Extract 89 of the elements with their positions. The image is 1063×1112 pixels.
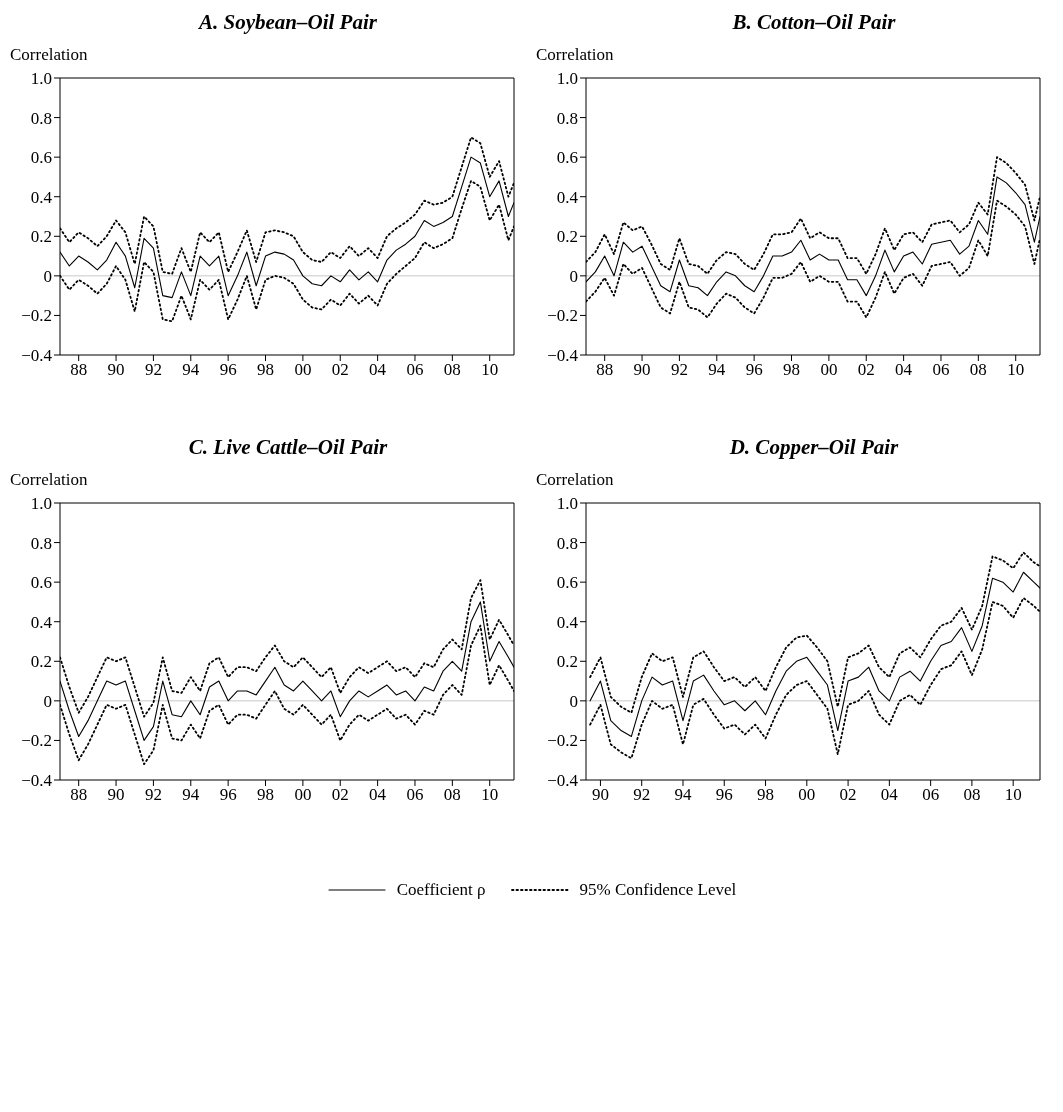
x-tick-label: 98: [783, 360, 801, 380]
y-tick-label: 0: [569, 266, 578, 286]
x-tick-label: 96: [745, 360, 763, 380]
x-tick-label: 02: [331, 360, 349, 380]
x-tick-label: 06: [406, 360, 424, 380]
y-axis-title: Correlation: [10, 45, 89, 65]
y-tick-label: 0.6: [30, 573, 52, 593]
x-tick-label: 10: [481, 360, 499, 380]
x-tick-label: 94: [708, 360, 726, 380]
x-tick-label: 92: [144, 785, 162, 805]
x-tick-label: 08: [443, 785, 461, 805]
x-tick-label: 88: [70, 785, 88, 805]
y-tick-label: 0.4: [30, 187, 53, 207]
x-tick-label: 08: [963, 785, 981, 805]
y-tick-label: 0.8: [556, 108, 578, 128]
y-tick-label: −0.4: [547, 346, 579, 366]
y-tick-label: 0.2: [30, 652, 52, 672]
x-tick-label: 04: [895, 360, 913, 380]
x-tick-label: 02: [331, 785, 349, 805]
y-tick-label: 0.6: [556, 148, 578, 168]
x-tick-label: 06: [406, 785, 424, 805]
x-tick-label: 96: [715, 785, 733, 805]
y-tick-label: −0.4: [21, 346, 53, 366]
chart-title: D. Copper–Oil Pair: [728, 435, 900, 460]
y-tick-label: −0.4: [547, 771, 579, 791]
x-tick-label: 92: [670, 360, 688, 380]
x-tick-label: 10: [481, 785, 499, 805]
y-tick-label: 0.8: [30, 533, 52, 553]
y-axis-title: Correlation: [536, 470, 615, 490]
y-tick-label: 0.4: [556, 187, 579, 207]
x-tick-label: 92: [144, 360, 162, 380]
x-tick-label: 08: [443, 360, 461, 380]
legend-label: 95% Confidence Level: [579, 880, 737, 900]
x-tick-label: 02: [839, 785, 857, 805]
x-tick-label: 92: [633, 785, 651, 805]
legend-label: Coefficient ρ: [396, 880, 486, 900]
chart-title: A. Soybean–Oil Pair: [197, 10, 378, 35]
x-tick-label: 00: [798, 785, 816, 805]
x-tick-label: 98: [257, 360, 275, 380]
x-tick-label: 02: [857, 360, 875, 380]
chart-title: B. Cotton–Oil Pair: [731, 10, 897, 35]
x-tick-label: 98: [257, 785, 275, 805]
x-tick-label: 04: [369, 360, 387, 380]
y-axis-title: Correlation: [10, 470, 89, 490]
x-tick-label: 94: [674, 785, 692, 805]
y-tick-label: 1.0: [30, 69, 52, 89]
y-tick-label: 0: [43, 691, 52, 711]
y-tick-label: −0.2: [21, 306, 52, 326]
y-tick-label: −0.2: [547, 306, 578, 326]
x-tick-label: 06: [922, 785, 940, 805]
x-tick-label: 00: [294, 785, 312, 805]
y-tick-label: 1.0: [556, 494, 578, 514]
x-tick-label: 00: [820, 360, 838, 380]
y-tick-label: 0: [43, 266, 52, 286]
y-tick-label: 0.6: [556, 573, 578, 593]
y-tick-label: 0.4: [556, 612, 579, 632]
x-tick-label: 90: [633, 360, 651, 380]
x-tick-label: 06: [932, 360, 950, 380]
x-tick-label: 90: [107, 360, 125, 380]
y-tick-label: 0.8: [556, 533, 578, 553]
y-tick-label: −0.2: [547, 731, 578, 751]
x-tick-label: 90: [107, 785, 125, 805]
x-tick-label: 90: [591, 785, 609, 805]
y-tick-label: 0.2: [556, 227, 578, 247]
y-tick-label: 0.4: [30, 612, 53, 632]
x-tick-label: 88: [70, 360, 88, 380]
y-tick-label: 0: [569, 691, 578, 711]
x-tick-label: 04: [369, 785, 387, 805]
x-tick-label: 96: [219, 360, 237, 380]
x-tick-label: 94: [182, 360, 200, 380]
x-tick-label: 88: [596, 360, 614, 380]
y-tick-label: −0.4: [21, 771, 53, 791]
y-tick-label: 0.2: [556, 652, 578, 672]
x-tick-label: 96: [219, 785, 237, 805]
y-tick-label: 0.6: [30, 148, 52, 168]
x-tick-label: 00: [294, 360, 312, 380]
y-tick-label: 0.8: [30, 108, 52, 128]
x-tick-label: 98: [757, 785, 775, 805]
x-tick-label: 10: [1004, 785, 1022, 805]
y-tick-label: 1.0: [30, 494, 52, 514]
chart-title: C. Live Cattle–Oil Pair: [187, 435, 389, 460]
x-tick-label: 04: [880, 785, 899, 805]
y-tick-label: −0.2: [21, 731, 52, 751]
x-tick-label: 10: [1007, 360, 1025, 380]
y-tick-label: 0.2: [30, 227, 52, 247]
y-axis-title: Correlation: [536, 45, 615, 65]
x-tick-label: 08: [969, 360, 987, 380]
y-tick-label: 1.0: [556, 69, 578, 89]
x-tick-label: 94: [182, 785, 200, 805]
